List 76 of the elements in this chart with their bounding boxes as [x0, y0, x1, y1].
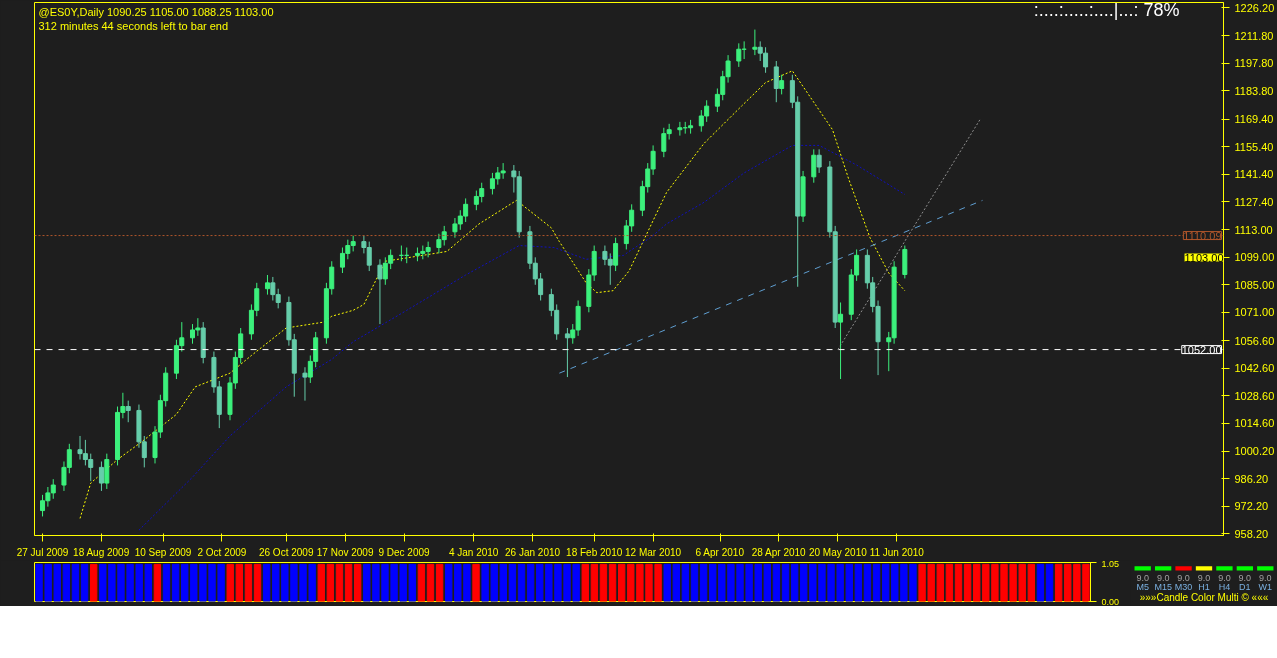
- y-tick-label: 1211.80: [1234, 29, 1274, 42]
- y-tick-label: 1000.20: [1234, 445, 1275, 458]
- x-tick-label: 17 Nov 2009: [316, 546, 374, 558]
- candlestick: [816, 148, 822, 174]
- line-series: [138, 144, 906, 531]
- y-tick-label: 1099.00: [1234, 251, 1275, 264]
- y-tick-label: 986.20: [1234, 472, 1269, 485]
- candlestick: [838, 301, 844, 380]
- y-tick-label: 1127.40: [1234, 195, 1274, 208]
- line-series: [79, 70, 906, 519]
- y-tick-label: 1169.40: [1234, 113, 1274, 126]
- category-label: M15: [1154, 582, 1172, 593]
- y-tick-label: 1042.60: [1234, 362, 1275, 375]
- x-tick-label: 20 May 2010: [808, 546, 868, 558]
- y-tick-label: 1226.20: [1234, 1, 1275, 14]
- candlestick: [264, 274, 270, 296]
- x-tick-label: 18 Feb 2010: [566, 546, 623, 558]
- candlestick: [302, 366, 308, 402]
- x-tick-label: 4 Jan 2010: [448, 546, 499, 558]
- category-label: H4: [1218, 582, 1231, 593]
- candlestick: [125, 400, 131, 423]
- y-tick-label: 0.00: [1101, 596, 1120, 607]
- candlestick: [752, 29, 758, 56]
- category-label: M5: [1136, 582, 1149, 593]
- annotation: 1103.00: [1184, 251, 1224, 264]
- annotation: :....:.....:....|...: 78%: [1033, 0, 1180, 20]
- x-tick-label: 6 Apr 2010: [695, 546, 745, 558]
- candlestick: [613, 237, 619, 272]
- y-tick-label: 1085.00: [1234, 278, 1275, 291]
- x-tick-label: 18 Aug 2009: [73, 546, 130, 558]
- candlestick: [677, 121, 683, 137]
- candlestick: [104, 453, 110, 490]
- x-tick-label: 11 Jun 2010: [869, 546, 925, 558]
- y-tick-label: 1197.80: [1234, 57, 1274, 70]
- data-label: 9.0: [1218, 573, 1231, 584]
- y-tick-label: 1183.80: [1234, 84, 1274, 97]
- y-tick-label: 1155.40: [1234, 140, 1274, 153]
- y-tick-label: 1141.40: [1234, 168, 1274, 181]
- x-tick-label: 9 Dec 2009: [378, 546, 431, 558]
- chart-title: @ES0Y,Daily 1090.25 1105.00 1088.25 1103.00: [38, 5, 274, 18]
- ref-line-label: 1052.00: [1181, 343, 1222, 356]
- y-tick-label: 1056.60: [1234, 334, 1275, 347]
- ref-line-label: 1110.09: [1183, 229, 1222, 242]
- text: »»»Candle Color Multi © «««: [1139, 591, 1269, 603]
- y-tick-label: 972.20: [1234, 500, 1269, 513]
- data-label: 9.0: [1156, 573, 1170, 584]
- y-tick-label: 958.20: [1234, 527, 1269, 540]
- category-label: W1: [1258, 582, 1273, 593]
- data-label: 9.0: [1238, 573, 1252, 584]
- text: 312 minutes 44 seconds left to bar end: [38, 19, 229, 32]
- candlestick: [779, 74, 785, 95]
- x-tick-label: 26 Jan 2010: [505, 546, 561, 558]
- data-label: 9.0: [1259, 573, 1272, 584]
- x-tick-label: 10 Sep 2009: [134, 546, 192, 558]
- y-tick-label: 1014.60: [1234, 417, 1275, 430]
- candlestick: [564, 327, 570, 378]
- category-label: H1: [1198, 582, 1210, 593]
- x-tick-label: 27 Jul 2009: [16, 546, 69, 558]
- category-label: M30: [1174, 582, 1193, 593]
- data-label: 9.0: [1136, 573, 1149, 584]
- x-tick-label: 2 Oct 2009: [197, 546, 247, 558]
- candlestick: [736, 42, 742, 68]
- y-tick-label: 1071.00: [1234, 306, 1275, 319]
- data-label: 9.0: [1177, 573, 1190, 584]
- category-label: D1: [1239, 582, 1251, 593]
- y-tick-label: 1028.60: [1234, 389, 1275, 402]
- x-tick-label: 12 Mar 2010: [625, 546, 682, 558]
- y-tick-label: 1113.00: [1234, 223, 1273, 236]
- data-label: 9.0: [1197, 573, 1211, 584]
- candlestick: [773, 60, 779, 103]
- x-tick-label: 28 Apr 2010: [751, 546, 807, 558]
- x-tick-label: 26 Oct 2009: [258, 546, 314, 558]
- candlestick: [377, 258, 383, 325]
- candlestick: [98, 460, 104, 492]
- y-tick-label: 1.05: [1101, 558, 1120, 569]
- candlestick: [811, 148, 817, 184]
